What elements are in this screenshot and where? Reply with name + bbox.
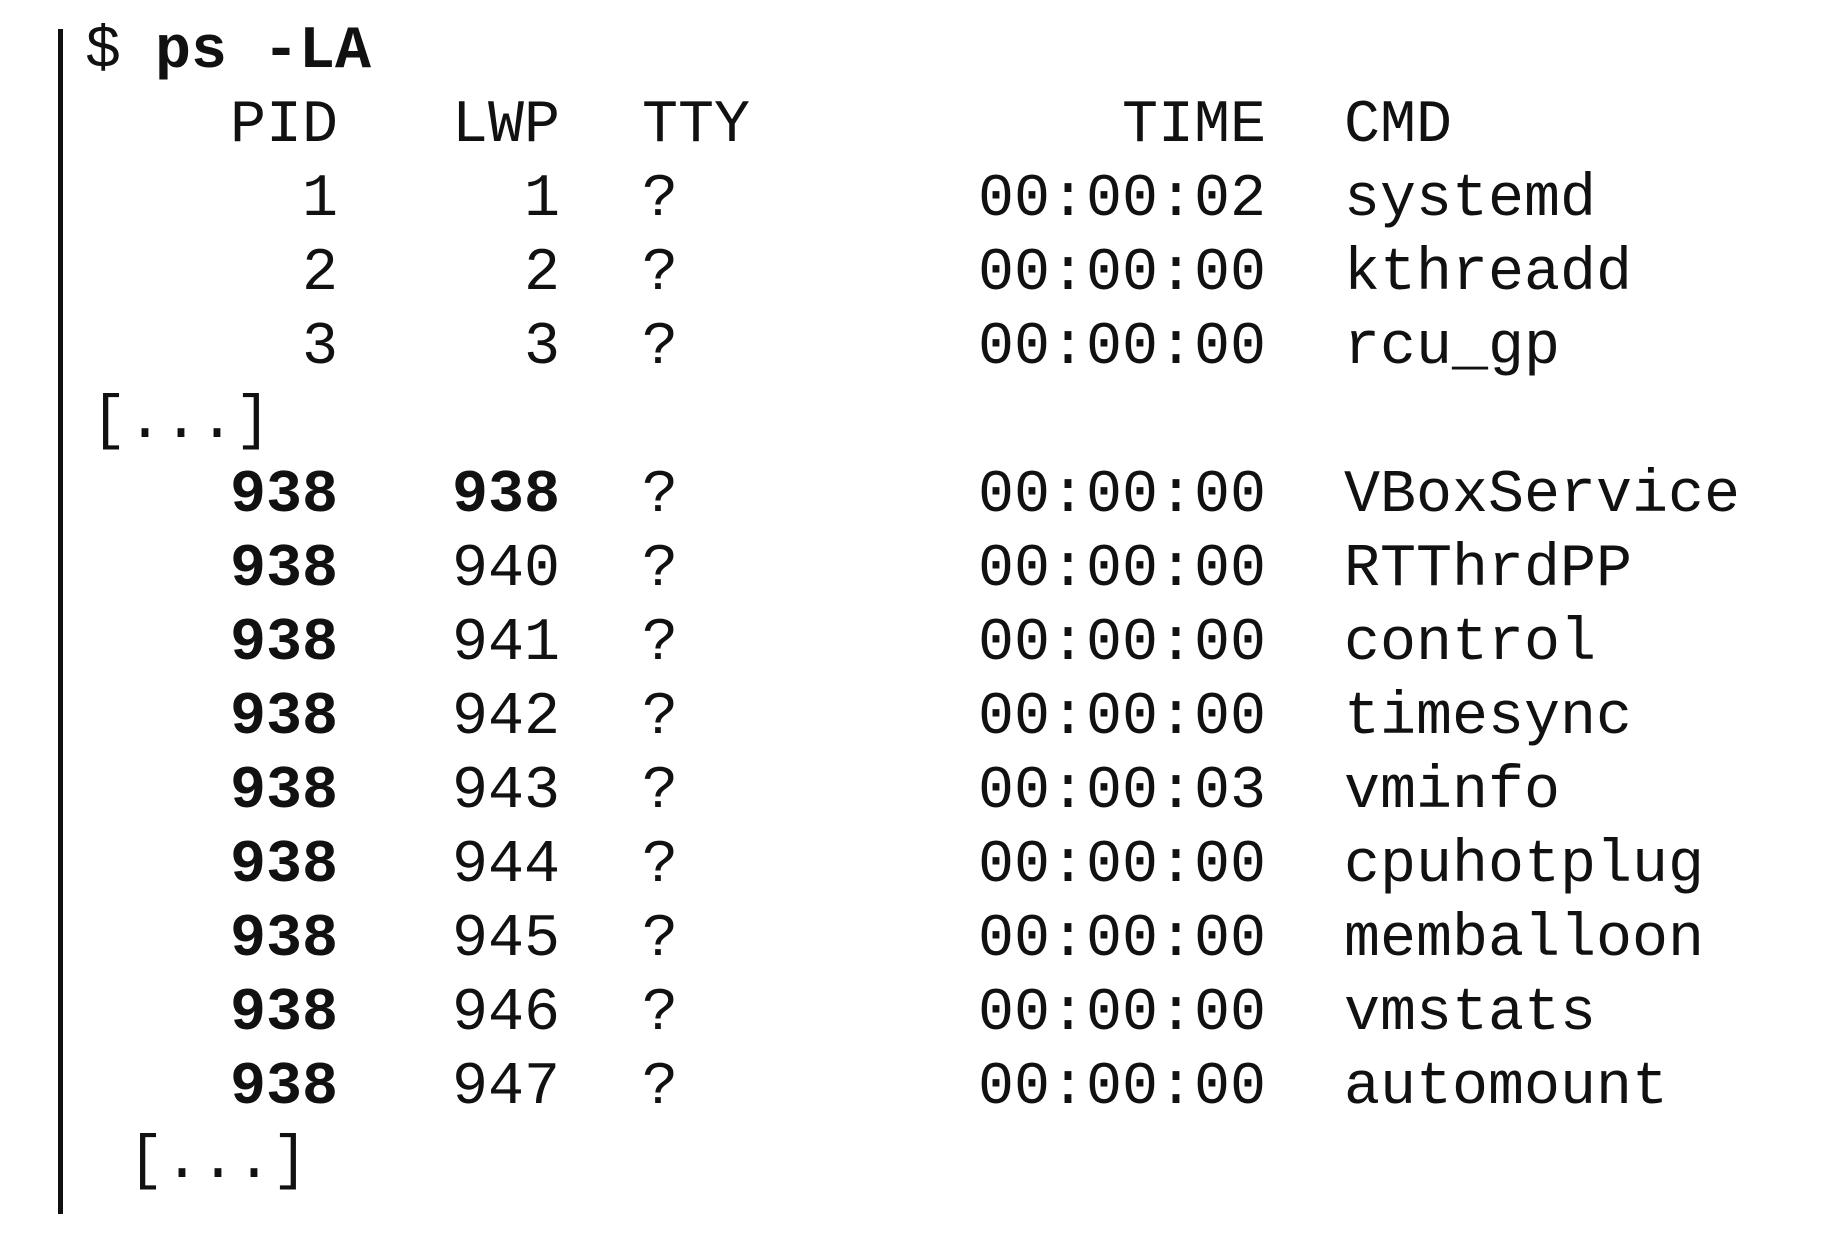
quote-bar [58,29,63,1214]
time: 00:00:00 [977,462,1266,530]
lwp: 940 [451,536,560,604]
tty: ? [642,980,679,1048]
pid: 3 [301,314,338,382]
pid: 938 [229,684,338,752]
cmd: vmstats [1344,980,1597,1048]
lwp: 941 [451,610,560,678]
pid: 938 [229,906,338,974]
lwp: 942 [451,684,560,752]
time: 00:00:00 [977,240,1266,308]
lwp: 945 [451,906,560,974]
lwp: 947 [451,1054,560,1122]
tty: ? [642,758,679,826]
cmd: kthreadd [1344,240,1633,308]
cmd: rcu_gp [1344,314,1561,382]
pid: 938 [229,758,338,826]
cmd: control [1344,610,1597,678]
cmd: cpuhotplug [1344,832,1705,900]
cmd: RTThrdPP [1344,536,1633,604]
time: TIME [1121,92,1266,160]
tty: ? [642,684,679,752]
cmd: vminfo [1344,758,1561,826]
ellipsis: [...] [91,388,272,456]
time: 00:00:00 [977,980,1266,1048]
tty: ? [642,536,679,604]
time: 00:00:02 [977,166,1266,234]
cmd: VBoxService [1344,462,1741,530]
lwp: 943 [451,758,560,826]
lwp: 1 [523,166,560,234]
pid: 938 [229,610,338,678]
lwp: 944 [451,832,560,900]
time: 00:00:00 [977,684,1266,752]
cmd: systemd [1344,166,1597,234]
pid: 2 [301,240,338,308]
tty: ? [642,166,679,234]
tty: ? [642,314,679,382]
time: 00:00:00 [977,314,1266,382]
tty: TTY [642,92,751,160]
time: 00:00:03 [977,758,1266,826]
pid: 938 [229,536,338,604]
cmd: timesync [1344,684,1633,752]
tty: ? [642,906,679,974]
time: 00:00:00 [977,536,1266,604]
pid: 938 [229,1054,338,1122]
command: ps -LA [155,18,372,86]
tty: ? [642,1054,679,1122]
lwp: LWP [451,92,560,160]
tty: ? [642,462,679,530]
tty: ? [642,832,679,900]
time: 00:00:00 [977,610,1266,678]
pid: PID [229,92,338,160]
pid: 938 [229,980,338,1048]
cmd: memballoon [1344,906,1705,974]
lwp: 938 [451,462,560,530]
ellipsis: [...] [128,1128,309,1196]
time: 00:00:00 [977,832,1266,900]
lwp: 946 [451,980,560,1048]
tty: ? [642,240,679,308]
pid: 1 [301,166,338,234]
tty: ? [642,610,679,678]
pid: 938 [229,462,338,530]
cmd: CMD [1344,92,1453,160]
cmd: automount [1344,1054,1669,1122]
lwp: 2 [523,240,560,308]
prompt: $ [85,18,122,86]
time: 00:00:00 [977,906,1266,974]
lwp: 3 [523,314,560,382]
pid: 938 [229,832,338,900]
time: 00:00:00 [977,1054,1266,1122]
